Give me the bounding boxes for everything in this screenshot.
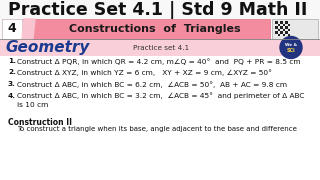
FancyBboxPatch shape xyxy=(277,33,280,36)
FancyBboxPatch shape xyxy=(287,33,290,36)
FancyBboxPatch shape xyxy=(283,33,285,36)
Text: Constructions  of  Triangles: Constructions of Triangles xyxy=(69,24,241,34)
FancyBboxPatch shape xyxy=(285,28,287,31)
FancyBboxPatch shape xyxy=(285,33,287,36)
Text: Construct Δ XYZ, in which YZ = 6 cm,   XY + XZ = 9 cm, ∠XYZ = 50°: Construct Δ XYZ, in which YZ = 6 cm, XY … xyxy=(17,69,272,76)
FancyBboxPatch shape xyxy=(283,28,285,31)
FancyBboxPatch shape xyxy=(275,26,277,28)
Text: To construct a triangle when its base, angle adjacent to the base and difference: To construct a triangle when its base, a… xyxy=(17,126,297,132)
FancyBboxPatch shape xyxy=(287,28,290,31)
FancyBboxPatch shape xyxy=(277,26,280,28)
FancyBboxPatch shape xyxy=(287,26,290,28)
FancyBboxPatch shape xyxy=(285,31,287,33)
FancyBboxPatch shape xyxy=(277,28,280,31)
Text: Construct Δ ABC, in which BC = 6.2 cm,  ∠ACB = 50°,  AB + AC = 9.8 cm: Construct Δ ABC, in which BC = 6.2 cm, ∠… xyxy=(17,81,287,88)
FancyBboxPatch shape xyxy=(2,19,270,39)
FancyBboxPatch shape xyxy=(283,31,285,33)
FancyBboxPatch shape xyxy=(275,33,277,36)
FancyBboxPatch shape xyxy=(280,26,283,28)
FancyBboxPatch shape xyxy=(283,21,285,24)
FancyBboxPatch shape xyxy=(277,21,280,24)
Text: Geometry: Geometry xyxy=(5,40,89,55)
FancyBboxPatch shape xyxy=(287,21,290,24)
FancyBboxPatch shape xyxy=(280,24,283,26)
FancyBboxPatch shape xyxy=(275,21,277,24)
FancyBboxPatch shape xyxy=(280,31,283,33)
FancyBboxPatch shape xyxy=(285,24,287,26)
FancyBboxPatch shape xyxy=(275,31,277,33)
Circle shape xyxy=(280,37,302,58)
FancyBboxPatch shape xyxy=(283,24,285,26)
FancyBboxPatch shape xyxy=(280,21,283,24)
Text: Construct Δ PQR, in which QR = 4.2 cm, m∠Q = 40°  and  PQ + PR = 8.5 cm: Construct Δ PQR, in which QR = 4.2 cm, m… xyxy=(17,58,300,65)
FancyBboxPatch shape xyxy=(285,21,287,24)
FancyBboxPatch shape xyxy=(272,19,318,39)
Text: 4: 4 xyxy=(8,22,16,35)
Text: Construction II: Construction II xyxy=(8,118,72,127)
FancyBboxPatch shape xyxy=(280,33,283,36)
FancyBboxPatch shape xyxy=(287,24,290,26)
Text: 2.: 2. xyxy=(8,69,16,75)
Text: Construct Δ ABC, in which BC = 3.2 cm,  ∠ACB = 45°  and perimeter of Δ ABC: Construct Δ ABC, in which BC = 3.2 cm, ∠… xyxy=(17,93,304,99)
Text: 3.: 3. xyxy=(8,81,16,87)
FancyBboxPatch shape xyxy=(277,31,280,33)
Polygon shape xyxy=(22,19,30,39)
Polygon shape xyxy=(27,19,35,39)
Text: We &: We & xyxy=(285,44,297,48)
FancyBboxPatch shape xyxy=(275,28,277,31)
Text: is 10 cm: is 10 cm xyxy=(17,102,48,108)
FancyBboxPatch shape xyxy=(283,26,285,28)
FancyBboxPatch shape xyxy=(287,31,290,33)
Text: SCi: SCi xyxy=(287,48,295,53)
FancyBboxPatch shape xyxy=(2,19,22,39)
Text: 1.: 1. xyxy=(8,58,16,64)
FancyBboxPatch shape xyxy=(277,24,280,26)
FancyBboxPatch shape xyxy=(280,28,283,31)
FancyBboxPatch shape xyxy=(285,26,287,28)
FancyBboxPatch shape xyxy=(0,39,320,56)
FancyBboxPatch shape xyxy=(0,56,320,180)
Text: Practice Set 4.1 | Std 9 Math II: Practice Set 4.1 | Std 9 Math II xyxy=(8,1,308,19)
Text: 4.: 4. xyxy=(8,93,16,98)
FancyBboxPatch shape xyxy=(275,24,277,26)
Text: Practice set 4.1: Practice set 4.1 xyxy=(133,44,189,51)
